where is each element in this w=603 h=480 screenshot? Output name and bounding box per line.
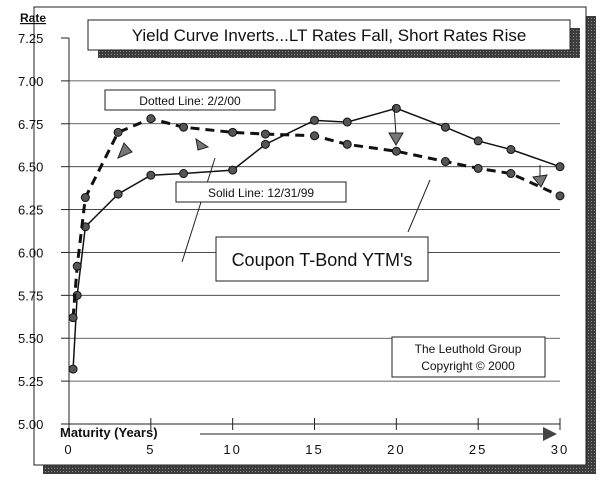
data-point <box>506 169 516 179</box>
data-point <box>113 189 123 199</box>
gridlines <box>69 80 560 382</box>
y-tick-label: 5.00 <box>18 417 43 432</box>
data-point <box>342 117 352 127</box>
annotation-arrows <box>117 105 548 263</box>
dotted-legend-box <box>104 89 276 111</box>
data-point <box>68 364 78 374</box>
x-direction-arrowhead <box>543 427 557 441</box>
arrowhead <box>117 142 133 159</box>
data-point <box>473 136 483 146</box>
solid-legend-label: Solid Line: 12/31/99 <box>208 186 314 200</box>
data-point <box>391 146 401 156</box>
annotation-arrow <box>393 105 397 136</box>
annotation-arrow <box>407 179 431 233</box>
subtitle-box <box>215 236 429 282</box>
source-line1: The Leuthold Group <box>415 342 522 356</box>
arrowhead <box>532 174 548 188</box>
data-point <box>228 127 238 137</box>
x-tick-label: 20 <box>387 442 405 457</box>
source-line2: Copyright © 2000 <box>421 359 515 373</box>
data-point <box>146 114 156 124</box>
x-tick-label: 5 <box>146 442 155 457</box>
y-tick-label: 6.75 <box>18 117 43 132</box>
x-tick-label: 30 <box>551 442 569 457</box>
data-point <box>310 115 319 125</box>
y-tick-label: 7.00 <box>18 74 43 89</box>
axes: 5.00 5.25 5.50 5.75 6.00 6.25 6.50 6.75 7.00 7.25… <box>18 31 569 457</box>
annotation-arrow <box>181 157 216 263</box>
title-box <box>87 19 571 51</box>
arrowhead <box>388 132 404 146</box>
data-point <box>80 193 90 203</box>
frame <box>33 6 587 466</box>
data-point <box>260 129 270 139</box>
x-tick-label: 15 <box>305 442 323 457</box>
chart-subtitle: Coupon T-Bond YTM's <box>232 250 413 270</box>
data-point <box>555 162 565 172</box>
data-point <box>506 145 516 155</box>
data-point <box>228 165 238 175</box>
data-point <box>440 157 450 167</box>
y-axis-label: Rate <box>20 11 46 25</box>
y-tick-label: 6.00 <box>18 245 43 260</box>
chart-title: Yield Curve Inverts...LT Rates Fall, Sho… <box>132 26 527 45</box>
y-tick-label: 7.25 <box>18 31 43 46</box>
dotted-legend-label: Dotted Line: 2/2/00 <box>139 94 241 108</box>
data-point <box>310 131 319 141</box>
data-point <box>68 313 78 323</box>
data-point <box>179 122 189 132</box>
data-point <box>179 169 189 179</box>
x-axis-label: Maturity (Years) <box>60 425 158 440</box>
y-tick-label: 5.25 <box>18 374 43 389</box>
data-point <box>342 139 352 149</box>
data-point <box>113 127 123 137</box>
x-tick-label: 0 <box>64 442 73 457</box>
x-tick-label: 10 <box>223 442 241 457</box>
source-box <box>391 336 546 378</box>
y-tick-label: 5.50 <box>18 331 43 346</box>
data-point <box>72 261 82 271</box>
x-tick-label: 25 <box>469 442 487 457</box>
y-tick-label: 6.25 <box>18 203 43 218</box>
data-point <box>440 122 450 132</box>
data-point <box>555 191 565 201</box>
data-point <box>260 139 270 149</box>
series <box>68 103 565 374</box>
solid-legend-box <box>175 181 347 203</box>
arrowhead <box>195 137 210 151</box>
data-point <box>473 163 483 173</box>
data-point <box>391 103 401 113</box>
y-tick-label: 6.50 <box>18 160 43 175</box>
data-point <box>146 170 156 180</box>
y-tick-label: 5.75 <box>18 288 43 303</box>
